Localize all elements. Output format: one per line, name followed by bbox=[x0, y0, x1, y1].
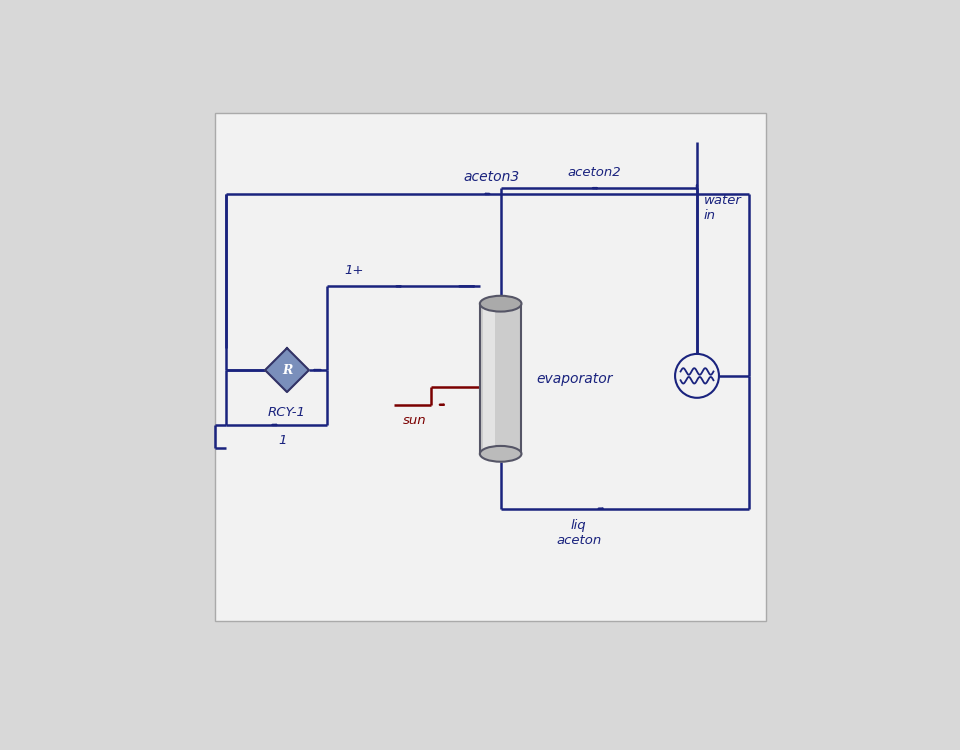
Text: sun: sun bbox=[402, 414, 426, 427]
Text: liq
aceton: liq aceton bbox=[556, 519, 601, 547]
Ellipse shape bbox=[480, 296, 521, 311]
FancyBboxPatch shape bbox=[215, 113, 766, 621]
FancyBboxPatch shape bbox=[480, 304, 521, 454]
Text: aceton2: aceton2 bbox=[567, 166, 621, 179]
Text: aceton3: aceton3 bbox=[464, 170, 520, 184]
Text: RCY-1: RCY-1 bbox=[268, 406, 306, 419]
Text: 1: 1 bbox=[278, 434, 287, 447]
Text: 1+: 1+ bbox=[345, 264, 364, 277]
Text: R: R bbox=[282, 364, 292, 376]
Ellipse shape bbox=[480, 446, 521, 462]
FancyBboxPatch shape bbox=[483, 307, 495, 451]
Text: water
in: water in bbox=[704, 194, 742, 222]
Polygon shape bbox=[265, 348, 309, 392]
Text: evaporator: evaporator bbox=[536, 372, 612, 386]
